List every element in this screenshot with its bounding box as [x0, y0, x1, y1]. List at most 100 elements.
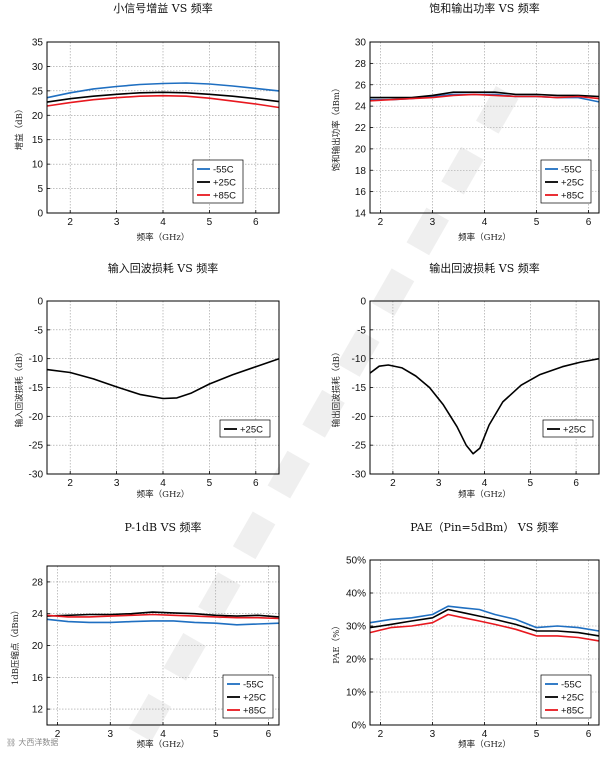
- watermark-text: 大西洋数据: [18, 738, 59, 747]
- x-tick-label: 5: [534, 217, 540, 228]
- legend-box: [219, 419, 271, 438]
- plot-frame: [46, 300, 280, 475]
- x-tick-label: 5: [534, 729, 540, 740]
- y-axis-label: 饱和输出功率（dBm）: [331, 84, 342, 172]
- x-tick-label: 3: [114, 478, 120, 489]
- series-line-+25C: [46, 611, 280, 618]
- y-axis-label: 输入回波损耗（dB）: [14, 348, 25, 428]
- y-axis-label: 增益（dB）: [14, 105, 25, 151]
- series-line--55C: [46, 618, 280, 626]
- series-line-+85C: [369, 613, 600, 642]
- chart-legend: -55C +25C +85C: [222, 674, 274, 719]
- legend-label: +85C: [243, 706, 266, 717]
- y-tick-label: -15: [352, 383, 367, 394]
- y-tick-label: -10: [29, 354, 44, 365]
- y-tick-label: 30%: [346, 622, 366, 633]
- y-tick-label: -30: [352, 470, 367, 481]
- chart-legend: +25C: [542, 419, 594, 438]
- y-tick-label: 22: [355, 123, 367, 134]
- x-tick-label: 6: [586, 217, 592, 228]
- y-tick-label: 40%: [346, 589, 366, 600]
- chart-title: 饱和输出功率 VS 频率: [429, 1, 539, 15]
- y-tick-label: 14: [355, 209, 367, 220]
- chart-title: P-1dB VS 频率: [124, 520, 201, 534]
- legend-box: [542, 419, 594, 438]
- x-tick-label: 4: [160, 729, 166, 740]
- x-tick-label: 5: [207, 217, 213, 228]
- plot-frame: [369, 41, 600, 214]
- x-axis-label: 频率（GHz）: [137, 232, 190, 243]
- x-tick-label: 3: [430, 217, 436, 228]
- y-tick-label: 0: [360, 297, 366, 308]
- x-tick-label: 2: [55, 729, 61, 740]
- x-tick-label: 4: [482, 217, 488, 228]
- series-line-+25C: [369, 608, 600, 637]
- y-tick-label: 26: [355, 80, 367, 91]
- y-tick-label: 28: [32, 577, 44, 588]
- x-tick-label: 3: [114, 217, 120, 228]
- chart-title: PAE（Pin=5dBm） VS 频率: [410, 520, 559, 534]
- x-axis-label: 频率（GHz）: [458, 489, 511, 500]
- series-line-+25C: [46, 91, 280, 103]
- chart-panel-2: 饱和输出功率 VS 频率 2 3 4 5 6 14 16 18 20 22 24 26 28 30 频率（GH…: [331, 1, 600, 243]
- y-tick-label: -20: [29, 412, 44, 423]
- y-tick-label: -15: [29, 383, 44, 394]
- y-tick-label: -5: [357, 325, 366, 336]
- y-tick-label: 18: [355, 166, 367, 177]
- chart-title: 小信号增益 VS 频率: [113, 1, 212, 15]
- y-tick-label: 50%: [346, 556, 366, 567]
- watermark-logo-icon: ⛓: [6, 738, 17, 747]
- y-tick-label: 30: [355, 38, 367, 49]
- y-tick-label: 5: [37, 184, 43, 195]
- x-tick-label: 6: [573, 478, 579, 489]
- x-tick-label: 3: [430, 729, 436, 740]
- legend-label: -55C: [561, 165, 582, 176]
- chart-panel-5: P-1dB VS 频率 2 3 4 5 6 12 16 20 24 28 频率（GHz） 1dB压缩点（…: [10, 520, 280, 750]
- series-line--55C: [369, 605, 600, 632]
- chart-title: 输出回波损耗 VS 频率: [429, 261, 539, 275]
- y-tick-label: 0: [37, 209, 43, 220]
- x-tick-label: 6: [253, 217, 259, 228]
- x-axis-label: 频率（GHz）: [458, 739, 511, 750]
- y-tick-label: -25: [352, 441, 367, 452]
- series-line-+85C: [369, 93, 600, 102]
- x-tick-label: 4: [160, 217, 166, 228]
- y-tick-label: 15: [32, 135, 44, 146]
- chart-legend: +25C: [219, 419, 271, 438]
- y-tick-label: 16: [355, 187, 367, 198]
- x-tick-label: 4: [482, 729, 488, 740]
- chart-legend: -55C +25C +85C: [540, 159, 592, 204]
- legend-label: +85C: [561, 706, 584, 717]
- y-tick-label: 0: [37, 297, 43, 308]
- y-tick-label: -30: [29, 470, 44, 481]
- chart-panel-1: 小信号增益 VS 频率 2 3 4 5 6 0 5 10 15 20 25 30 35 频率（GHz） 增益（…: [14, 1, 280, 243]
- chart-legend: -55C +25C +85C: [192, 159, 244, 204]
- chart-panel-4: 输出回波损耗 VS 频率 2 3 4 5 6 -30 -25 -20 -15 -10 -5 0 频率（GH…: [331, 261, 600, 500]
- x-tick-label: 4: [160, 478, 166, 489]
- plot-frame: [369, 300, 600, 475]
- y-tick-label: -25: [29, 441, 44, 452]
- x-tick-label: 2: [378, 729, 384, 740]
- x-tick-label: 3: [107, 729, 113, 740]
- y-tick-label: -20: [352, 412, 367, 423]
- series-line-+25C: [46, 357, 280, 400]
- y-tick-label: -10: [352, 354, 367, 365]
- plot-frame: [46, 565, 280, 726]
- legend-label: +85C: [561, 191, 584, 202]
- series-line-+85C: [46, 613, 280, 620]
- y-axis-label: 输出回波损耗（dB）: [331, 348, 342, 428]
- plot-frame: [369, 559, 600, 726]
- x-tick-label: 5: [213, 729, 219, 740]
- x-axis-label: 频率（GHz）: [458, 232, 511, 243]
- series-line--55C: [46, 82, 280, 99]
- y-tick-label: 20%: [346, 655, 366, 666]
- y-tick-label: 20: [32, 641, 44, 652]
- y-tick-label: 24: [32, 609, 44, 620]
- plot-frame: [46, 41, 280, 214]
- series-line-+25C: [370, 91, 600, 99]
- x-axis-label: 频率（GHz）: [137, 739, 190, 750]
- chart-title: 输入回波损耗 VS 频率: [108, 261, 218, 275]
- x-tick-label: 4: [482, 478, 488, 489]
- y-tick-label: 16: [32, 673, 44, 684]
